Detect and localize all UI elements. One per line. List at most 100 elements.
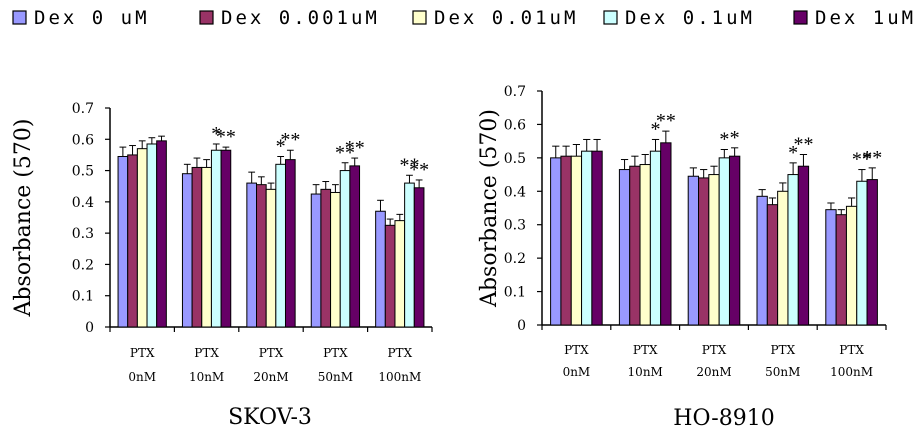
significance-marker: * <box>719 129 729 151</box>
bar <box>766 204 779 326</box>
y-tick-label: 0.4 <box>504 184 526 200</box>
legend-swatch-1 <box>199 10 214 25</box>
y-tick-label: 0.7 <box>504 84 526 100</box>
bar <box>777 190 789 326</box>
bar <box>618 169 631 326</box>
significance-marker: * <box>651 118 661 140</box>
y-tick-label: 0 <box>85 320 94 336</box>
bar <box>797 165 810 326</box>
significance-marker: ** <box>656 110 676 132</box>
y-tick-label: 0.6 <box>72 132 94 148</box>
bar <box>660 142 672 326</box>
y-axis-label: Absorbance (570) <box>477 109 502 308</box>
y-tick-label: 0.4 <box>72 195 94 211</box>
bar <box>181 173 193 328</box>
significance-marker: * <box>730 127 740 149</box>
bar <box>756 195 768 326</box>
legend-label-1: Dex 0.001uM <box>221 7 380 29</box>
significance-marker: ** <box>335 142 355 164</box>
category-label-line2: 10nM <box>189 370 224 384</box>
bar <box>413 187 425 328</box>
bar <box>330 191 341 328</box>
bar <box>246 182 258 328</box>
bar <box>845 205 858 326</box>
category-label-line2: 50nM <box>318 370 353 384</box>
bar <box>375 210 386 328</box>
y-tick-label: 0 <box>517 318 526 334</box>
bar <box>787 174 799 326</box>
chart-title: SKOV-3 <box>228 405 312 430</box>
category-label-line2: 20nM <box>253 370 288 384</box>
category-label-line1: PTX <box>194 346 219 360</box>
bar <box>649 150 662 326</box>
bar <box>560 155 572 326</box>
significance-marker: ** <box>280 129 300 151</box>
bar <box>687 175 700 326</box>
significance-marker: ** <box>793 134 813 156</box>
bar <box>265 188 277 328</box>
significance-marker: ** <box>862 147 882 169</box>
y-tick-label: 0.2 <box>504 251 526 267</box>
bar <box>256 184 267 328</box>
bar <box>146 143 158 328</box>
bar <box>856 180 868 326</box>
bar <box>339 170 351 328</box>
significance-marker: ** <box>345 137 365 159</box>
y-tick-label: 0.5 <box>504 151 526 167</box>
category-label-line1: PTX <box>387 346 412 360</box>
legend: Dex 0 uM Dex 0.001uM Dex 0.01uM Dex 0.1uM De… <box>12 7 913 29</box>
bar <box>156 140 167 328</box>
legend-label-0: Dex 0 uM <box>34 7 150 29</box>
ho8910-chart: 0 0.1 0.2 0.3 0.4 0.5 0.6 0.7 PTX 0nM PTX 10nM PTX 20… <box>477 84 887 431</box>
chart-title: HO-8910 <box>673 406 774 431</box>
bar <box>639 164 651 326</box>
bar <box>310 193 322 328</box>
bar <box>117 155 129 328</box>
bar <box>384 224 396 328</box>
bar <box>320 188 332 328</box>
category-label-line2: 20nM <box>696 365 731 379</box>
bar <box>127 154 138 328</box>
category-label-line1: PTX <box>259 346 284 360</box>
bar <box>591 150 603 326</box>
significance-marker: * <box>211 123 221 145</box>
y-tick-label: 0.3 <box>72 226 94 242</box>
category-label-line1: PTX <box>564 343 589 357</box>
significance-marker: ** <box>852 149 872 171</box>
significance-marker: ** <box>409 159 429 181</box>
significance-marker: ** <box>399 154 419 176</box>
bar <box>394 220 406 328</box>
category-label-line1: PTX <box>770 343 795 357</box>
legend-swatch-2 <box>412 10 427 25</box>
bar <box>718 157 730 326</box>
bar <box>581 150 593 326</box>
y-tick-label: 0.1 <box>504 285 526 301</box>
significance-marker: * <box>788 142 798 164</box>
bar <box>629 165 641 326</box>
y-tick-label: 0.7 <box>72 101 94 117</box>
significance-marker: ** <box>216 126 236 148</box>
bar <box>220 149 232 328</box>
bar <box>136 148 148 328</box>
bar <box>866 179 878 326</box>
category-label-line2: 10nM <box>628 365 663 379</box>
legend-swatch-0 <box>12 10 27 25</box>
y-tick-label: 0.5 <box>72 164 94 180</box>
bar <box>210 149 222 328</box>
y-tick-label: 0.3 <box>504 218 526 234</box>
bar <box>825 209 837 326</box>
bar <box>550 157 562 326</box>
category-label-line2: 0nM <box>563 365 591 379</box>
category-label-line2: 100nM <box>830 365 873 379</box>
legend-label-2: Dex 0.01uM <box>434 7 578 29</box>
category-label-line1: PTX <box>839 343 864 357</box>
category-label-line1: PTX <box>702 343 727 357</box>
bar <box>570 155 583 326</box>
bar <box>349 165 361 328</box>
skov3-chart: 0 0.1 0.2 0.3 0.4 0.5 0.6 0.7 PTX 0nM PTX 10nM PTX 20… <box>11 101 433 430</box>
bar <box>284 159 296 328</box>
bar <box>708 174 720 326</box>
legend-swatch-3 <box>603 10 618 25</box>
y-tick-label: 0.2 <box>72 257 94 273</box>
bar <box>404 182 415 328</box>
